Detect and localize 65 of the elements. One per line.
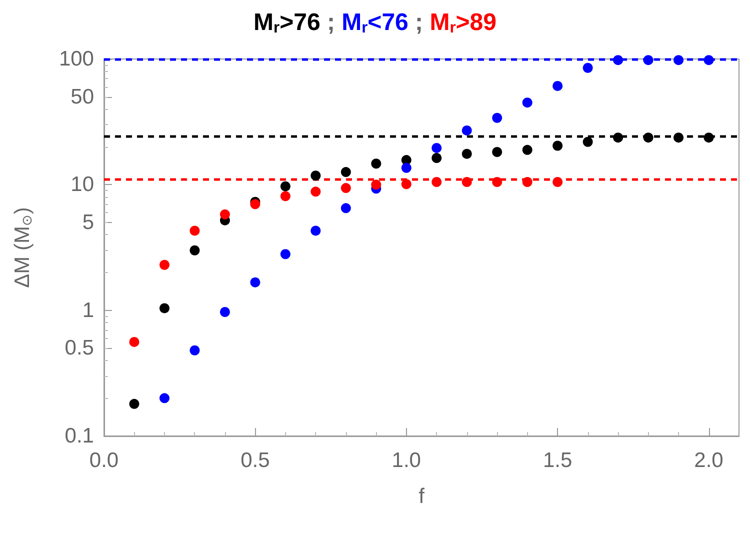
point	[522, 98, 532, 108]
x-tick-label: 2.0	[694, 449, 724, 472]
point	[492, 177, 502, 187]
point	[643, 55, 654, 66]
point	[492, 112, 502, 123]
point	[582, 62, 593, 73]
y-tick-label: 100	[58, 48, 94, 70]
point	[462, 125, 472, 136]
point	[220, 209, 230, 220]
point	[310, 186, 321, 197]
point	[613, 55, 624, 66]
point	[280, 181, 290, 192]
point	[371, 180, 382, 190]
point	[220, 307, 230, 317]
point	[129, 398, 140, 409]
point	[340, 167, 351, 178]
x-tick-label: 0.0	[89, 449, 119, 472]
point	[643, 132, 654, 143]
point	[552, 140, 563, 151]
x-tick-label: 1.0	[392, 449, 421, 472]
y-tick-label: 1	[82, 298, 94, 322]
y-tick-label: 0.1	[64, 424, 94, 448]
point	[401, 179, 412, 190]
y-tick-label: 10	[70, 173, 94, 196]
y-tick-label: 0.5	[64, 336, 94, 360]
point	[582, 136, 593, 147]
y-tick-label: 50	[70, 85, 94, 108]
point	[159, 303, 170, 314]
point	[310, 170, 321, 181]
point	[190, 245, 200, 256]
point	[340, 183, 351, 194]
point	[492, 146, 502, 157]
point	[704, 55, 714, 66]
point	[432, 153, 442, 163]
point	[462, 177, 472, 187]
point	[159, 260, 170, 270]
x-axis-title: f	[418, 485, 425, 508]
point	[552, 177, 563, 187]
point	[522, 144, 532, 155]
x-tick-label: 0.5	[240, 449, 270, 472]
point	[280, 191, 290, 202]
point	[190, 345, 200, 356]
point	[552, 80, 563, 91]
point	[129, 336, 140, 347]
y-tick-label: 5	[82, 210, 94, 234]
point	[310, 226, 321, 236]
point	[190, 226, 200, 236]
point	[250, 277, 260, 288]
point	[674, 132, 684, 143]
point	[250, 199, 260, 210]
point	[432, 142, 442, 153]
chart-title: Mr>76 ; Mr<76 ; Mr>89	[254, 8, 496, 36]
point	[522, 177, 532, 187]
point	[401, 162, 412, 173]
point	[674, 55, 684, 66]
point	[371, 158, 382, 169]
point	[340, 203, 351, 214]
x-tick-label: 1.5	[542, 449, 572, 472]
point	[613, 132, 624, 143]
point	[462, 148, 472, 159]
point	[159, 393, 170, 404]
y-axis-title: ΔM (M⊙)	[10, 207, 34, 288]
point	[704, 132, 714, 143]
point	[280, 249, 290, 260]
point	[432, 177, 442, 187]
